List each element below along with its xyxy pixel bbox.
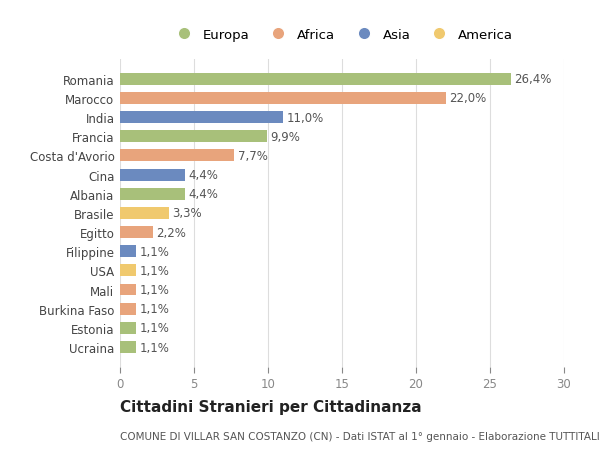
Text: 1,1%: 1,1% (140, 341, 170, 354)
Bar (120, 284, 136, 296)
Text: 4,4%: 4,4% (189, 169, 218, 182)
Bar (120, 131, 266, 143)
Text: COMUNE DI VILLAR SAN COSTANZO (CN) - Dati ISTAT al 1° gennaio - Elaborazione TUT: COMUNE DI VILLAR SAN COSTANZO (CN) - Dat… (120, 431, 600, 442)
Text: 1,1%: 1,1% (140, 302, 170, 315)
Text: 11,0%: 11,0% (287, 112, 324, 124)
Text: 4,4%: 4,4% (189, 188, 218, 201)
Text: 1,1%: 1,1% (140, 284, 170, 297)
Text: 3,3%: 3,3% (173, 207, 202, 220)
Bar (120, 112, 283, 124)
Text: 1,1%: 1,1% (140, 264, 170, 277)
Bar (120, 303, 136, 315)
Bar (120, 207, 169, 219)
Bar (120, 322, 136, 334)
Legend: Europa, Africa, Asia, America: Europa, Africa, Asia, America (169, 26, 515, 45)
Text: Cittadini Stranieri per Cittadinanza: Cittadini Stranieri per Cittadinanza (120, 399, 422, 414)
Text: 9,9%: 9,9% (270, 130, 300, 143)
Bar (120, 150, 234, 162)
Bar (120, 227, 152, 239)
Bar (120, 265, 136, 277)
Bar (120, 188, 185, 200)
Text: 7,7%: 7,7% (238, 150, 268, 162)
Text: 2,2%: 2,2% (156, 226, 186, 239)
Text: 1,1%: 1,1% (140, 322, 170, 335)
Bar (120, 341, 136, 353)
Bar (120, 93, 446, 105)
Bar (120, 169, 185, 181)
Bar (120, 246, 136, 257)
Text: 1,1%: 1,1% (140, 245, 170, 258)
Bar (120, 73, 511, 85)
Text: 26,4%: 26,4% (514, 73, 552, 86)
Text: 22,0%: 22,0% (449, 92, 487, 105)
